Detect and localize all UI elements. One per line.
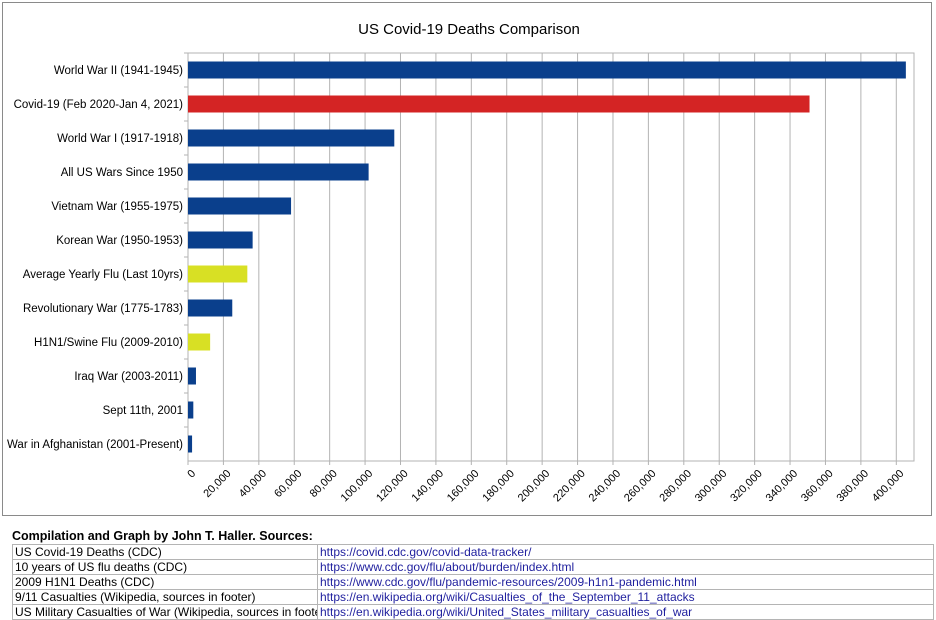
x-tick-label: 320,000 (728, 468, 765, 505)
bar (188, 367, 196, 385)
bar (188, 435, 193, 453)
category-label: War in Afghanistan (2001-Present) (7, 439, 183, 451)
x-tick-label: 80,000 (308, 468, 340, 500)
source-link[interactable]: https://www.cdc.gov/flu/pandemic-resourc… (320, 574, 697, 589)
source-url-cell: https://en.wikipedia.org/wiki/United_Sta… (317, 604, 934, 620)
x-tick-label: 120,000 (374, 468, 411, 505)
sources-heading: Compilation and Graph by John T. Haller.… (12, 529, 313, 543)
category-label: Average Yearly Flu (Last 10yrs) (23, 269, 183, 281)
x-tick-label: 380,000 (834, 468, 871, 505)
bar (188, 61, 906, 79)
category-label: World War I (1917-1918) (57, 133, 183, 145)
bar (188, 163, 369, 181)
bar (188, 401, 194, 419)
source-row: US Military Casualties of War (Wikipedia… (12, 604, 934, 620)
source-row: 2009 H1N1 Deaths (CDC) https://www.cdc.go… (12, 574, 934, 590)
source-url-cell: https://en.wikipedia.org/wiki/Casualties… (317, 589, 934, 605)
bar (188, 95, 810, 113)
chart-title: US Covid-19 Deaths Comparison (358, 21, 580, 38)
sources-section: Compilation and Graph by John T. Haller.… (12, 529, 934, 620)
bar (188, 333, 211, 351)
source-name: 2009 H1N1 Deaths (CDC) (12, 574, 318, 590)
category-label: Covid-19 (Feb 2020-Jan 4, 2021) (14, 99, 184, 111)
x-tick-label: 160,000 (445, 468, 482, 505)
x-tick-label: 0 (185, 468, 198, 481)
x-tick-label: 200,000 (516, 468, 553, 505)
category-label: Vietnam War (1955-1975) (51, 201, 183, 213)
plot-area (187, 52, 915, 462)
category-label: Iraq War (2003-2011) (74, 371, 183, 383)
bar (188, 231, 253, 249)
x-tick-label: 340,000 (764, 468, 801, 505)
x-tick-label: 40,000 (237, 468, 269, 500)
source-name: US Military Casualties of War (Wikipedia… (12, 604, 318, 620)
bar (188, 299, 233, 317)
source-link[interactable]: https://en.wikipedia.org/wiki/Casualties… (320, 589, 695, 604)
x-tick-label: 180,000 (480, 468, 517, 505)
source-row: 10 years of US flu deaths (CDC) https://w… (12, 559, 934, 575)
x-tick-label: 20,000 (201, 468, 233, 500)
x-tick-label: 280,000 (657, 468, 694, 505)
x-tick-label: 60,000 (272, 468, 304, 500)
source-name: US Covid-19 Deaths (CDC) (12, 544, 318, 560)
x-tick-label: 260,000 (622, 468, 659, 505)
x-tick-label: 100,000 (339, 468, 376, 505)
x-tick-label: 360,000 (799, 468, 836, 505)
source-link[interactable]: https://www.cdc.gov/flu/about/burden/ind… (320, 559, 575, 574)
bar (188, 129, 395, 147)
sources-table: US Covid-19 Deaths (CDC) https://covid.cd… (12, 544, 934, 620)
category-label: Revolutionary War (1775-1783) (23, 303, 183, 315)
category-label: World War II (1941-1945) (54, 65, 183, 77)
source-row: US Covid-19 Deaths (CDC) https://covid.cd… (12, 544, 934, 560)
source-link[interactable]: https://en.wikipedia.org/wiki/United_Sta… (320, 604, 693, 619)
x-tick-label: 300,000 (693, 468, 730, 505)
chart-frame: US Covid-19 Deaths Comparison 0 20,000 40,… (2, 2, 932, 516)
source-url-cell: https://www.cdc.gov/flu/about/burden/ind… (317, 559, 934, 575)
category-label: H1N1/Swine Flu (2009-2010) (34, 337, 183, 349)
x-tick-label: 140,000 (410, 468, 447, 505)
category-label: All US Wars Since 1950 (61, 167, 183, 179)
bar (188, 265, 248, 283)
source-url-cell: https://covid.cdc.gov/covid-data-tracker… (317, 544, 934, 560)
bar-chart: US Covid-19 Deaths Comparison 0 20,000 40,… (7, 21, 915, 505)
bar (188, 197, 292, 215)
category-label: Korean War (1950-1953) (56, 235, 183, 247)
category-label: Sept 11th, 2001 (103, 405, 183, 417)
x-tick-label: 400,000 (870, 468, 907, 505)
source-name: 9/11 Casualties (Wikipedia, sources in f… (12, 589, 318, 605)
x-tick-label: 240,000 (587, 468, 624, 505)
source-url-cell: https://www.cdc.gov/flu/pandemic-resourc… (317, 574, 934, 590)
x-tick-label: 220,000 (551, 468, 588, 505)
source-name: 10 years of US flu deaths (CDC) (12, 559, 318, 575)
source-link[interactable]: https://covid.cdc.gov/covid-data-tracker… (320, 544, 532, 559)
source-row: 9/11 Casualties (Wikipedia, sources in f… (12, 589, 934, 605)
